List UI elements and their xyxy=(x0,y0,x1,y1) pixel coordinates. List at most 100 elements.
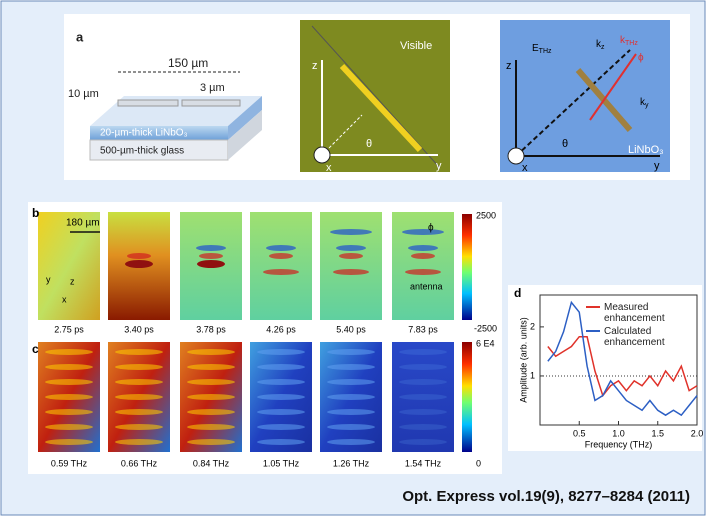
map-fringe xyxy=(257,409,305,415)
map-fringe xyxy=(402,229,444,235)
map-label: 1.05 THz xyxy=(263,458,300,468)
map-fringe xyxy=(405,269,441,275)
colorbar-label: 0 xyxy=(476,458,481,468)
x-axis-label: Frequency (THz) xyxy=(585,439,653,449)
map-fringe xyxy=(269,253,293,259)
label: θ xyxy=(562,138,568,150)
label: Visible xyxy=(400,40,432,52)
map-fringe xyxy=(187,394,235,400)
map-label: 3.40 ps xyxy=(124,324,154,334)
x-tick-label: 2.0 xyxy=(691,428,704,438)
label: x xyxy=(326,162,332,174)
map-fringe xyxy=(199,253,223,259)
antenna-right xyxy=(182,100,240,106)
map-fringe xyxy=(45,349,93,355)
map-fringe xyxy=(327,424,375,430)
map-fringe xyxy=(45,364,93,370)
y-tick-label: 2 xyxy=(530,321,535,331)
map-fringe xyxy=(187,424,235,430)
scale-label: 180 µm xyxy=(66,218,100,229)
map-label: 7.83 ps xyxy=(408,324,438,334)
map-fringe xyxy=(115,379,163,385)
panel-label: d xyxy=(514,286,521,300)
map-fringe xyxy=(257,394,305,400)
map-tile xyxy=(320,212,382,320)
colorbar-label: 2500 xyxy=(476,210,496,220)
map-fringe xyxy=(187,439,235,445)
layer-label: 500-µm-thick glass xyxy=(100,146,184,157)
subscript: THz xyxy=(625,40,638,47)
colorbar xyxy=(462,342,472,452)
map-fringe xyxy=(263,269,299,275)
panel-visible: Visible z y x θ xyxy=(300,20,450,174)
map-label: 0.59 THz xyxy=(51,458,88,468)
subscript: THz xyxy=(539,48,552,55)
axis-label: z xyxy=(70,276,75,286)
map-fringe xyxy=(399,379,447,385)
label: y xyxy=(436,160,442,172)
map-label: 4.26 ps xyxy=(266,324,296,334)
panel-label: c xyxy=(32,342,39,356)
label: y xyxy=(654,160,660,172)
map-fringe xyxy=(399,364,447,370)
map-fringe xyxy=(45,409,93,415)
map-fringe xyxy=(125,260,153,268)
map-fringe xyxy=(330,229,372,235)
dim-label: 150 µm xyxy=(168,56,208,70)
map-label: 1.26 THz xyxy=(333,458,370,468)
colorbar xyxy=(462,214,472,320)
map-label: 3.78 ps xyxy=(196,324,226,334)
map-fringe xyxy=(187,379,235,385)
map-fringe xyxy=(399,409,447,415)
dim-label: 3 µm xyxy=(200,82,225,94)
layer-label: 20-µm-thick LiNbO₃ xyxy=(100,128,188,139)
map-fringe xyxy=(327,379,375,385)
map-fringe xyxy=(45,439,93,445)
legend-label: Calculated enhancement xyxy=(604,326,684,348)
map-fringe xyxy=(115,424,163,430)
x-tick-label: 1.0 xyxy=(612,428,625,438)
label: ϕ xyxy=(638,53,644,64)
map-fringe xyxy=(45,379,93,385)
map-fringe xyxy=(333,269,369,275)
map-fringe xyxy=(257,424,305,430)
colorbar-label: 6 E4 xyxy=(476,338,495,348)
label: θ xyxy=(366,138,372,150)
map-fringe xyxy=(257,349,305,355)
map-fringe xyxy=(45,424,93,430)
page: {"panel_a": {"label": "a", "width_total"… xyxy=(0,0,706,516)
map-label: 0.66 THz xyxy=(121,458,158,468)
map-fringe xyxy=(266,245,296,251)
label: antenna xyxy=(410,281,443,291)
map-label: 2.75 ps xyxy=(54,324,84,334)
map-fringe xyxy=(327,409,375,415)
map-fringe xyxy=(399,439,447,445)
panel-label: a xyxy=(76,29,84,44)
map-fringe xyxy=(115,409,163,415)
label: z xyxy=(312,60,318,72)
y-tick-label: 1 xyxy=(530,370,535,380)
x-tick-label: 1.5 xyxy=(651,428,664,438)
colorbar-label: -2500 xyxy=(474,323,497,333)
map-label: 5.40 ps xyxy=(336,324,366,334)
dim-label: 10 µm xyxy=(68,88,99,100)
map-fringe xyxy=(327,439,375,445)
map-fringe xyxy=(257,379,305,385)
map-fringe xyxy=(187,349,235,355)
map-label: 1.54 THz xyxy=(405,458,442,468)
map-fringe xyxy=(399,394,447,400)
x-tick-label: 0.5 xyxy=(573,428,586,438)
subscript: y xyxy=(645,102,649,109)
subscript: z xyxy=(601,44,605,51)
figure: a 150 µm 10 µm 3 µm 20-µm-thick LiNbO₃ 5… xyxy=(0,0,706,516)
label: z xyxy=(506,60,512,72)
map-fringe xyxy=(339,253,363,259)
citation: Opt. Express vol.19(9), 8277–8284 (2011) xyxy=(402,488,690,505)
label: ϕ xyxy=(428,223,434,234)
map-fringe xyxy=(399,349,447,355)
map-fringe xyxy=(327,364,375,370)
map-fringe xyxy=(399,424,447,430)
map-fringe xyxy=(411,253,435,259)
panel-label: b xyxy=(32,206,39,220)
origin xyxy=(314,147,330,163)
